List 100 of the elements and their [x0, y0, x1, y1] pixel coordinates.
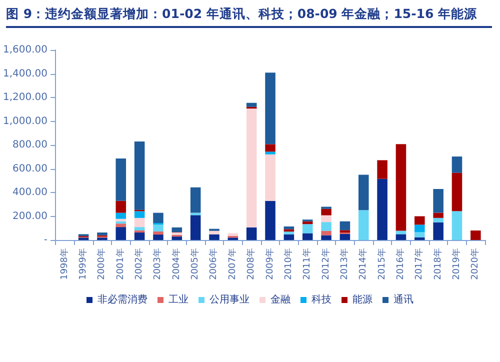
legend-label: 能源	[352, 294, 372, 306]
x-tick-label: 2013年	[338, 248, 350, 280]
bar	[377, 160, 388, 179]
bar	[396, 144, 406, 231]
bar	[321, 235, 332, 240]
bar	[134, 218, 145, 228]
bar	[265, 154, 276, 201]
bar	[265, 144, 276, 152]
bar	[116, 200, 126, 213]
bar	[116, 212, 126, 219]
x-tick-label: 2002年	[134, 248, 145, 280]
x-tick-label: 2016年	[394, 248, 406, 280]
x-tick-label: 2004年	[170, 248, 182, 280]
bar	[302, 224, 313, 234]
bar	[134, 211, 145, 218]
bar	[340, 230, 350, 233]
x-tick-label: 2018年	[432, 248, 444, 280]
legend-label: 通讯	[394, 294, 414, 306]
bar	[134, 227, 145, 230]
x-tick-label: 2003年	[152, 248, 164, 280]
bar	[116, 158, 126, 201]
bar	[246, 102, 257, 107]
bar	[265, 72, 276, 144]
bar	[414, 232, 425, 238]
x-tick-label: 2017年	[414, 248, 425, 280]
y-tick-label: 1,000.00	[3, 116, 48, 127]
legend-label: 金融	[270, 294, 290, 306]
bar	[228, 233, 238, 236]
bar	[321, 230, 332, 236]
bar	[396, 230, 406, 234]
bar	[116, 221, 126, 224]
bar	[172, 236, 182, 240]
bar	[153, 234, 164, 240]
bar	[452, 172, 462, 212]
bar	[433, 189, 444, 213]
x-tick-label: 2000年	[96, 248, 108, 280]
bar	[358, 174, 369, 210]
bar	[414, 224, 425, 232]
bar	[265, 200, 276, 240]
legend-label: 工业	[168, 294, 188, 306]
y-tick-label: 600.00	[12, 163, 48, 174]
x-tick-label: 2007年	[226, 248, 238, 280]
x-tick-label: 2012年	[320, 248, 332, 280]
bar	[284, 232, 294, 234]
x-tick-label: 2001年	[114, 248, 126, 280]
bar	[284, 234, 294, 240]
x-tick-label: 2008年	[246, 248, 257, 280]
bar	[134, 232, 145, 240]
bar	[153, 224, 164, 232]
y-tick-label: 1,200.00	[3, 92, 48, 103]
bar	[452, 156, 462, 173]
x-tick-label: 2009年	[264, 248, 276, 280]
bar	[116, 224, 126, 228]
bar	[452, 211, 462, 240]
bar	[209, 230, 220, 234]
bar	[433, 218, 444, 222]
x-tick-label: 2010年	[282, 248, 294, 280]
x-tick-label: 2014年	[358, 248, 369, 280]
bar	[321, 222, 332, 231]
bar	[265, 152, 276, 154]
legend-label: 科技	[312, 294, 332, 306]
bar	[116, 227, 126, 240]
chart-title: 图 9：违约金额显著增加：01-02 年通讯、科技；08-09 年金融；15-16 年能源	[6, 6, 492, 28]
legend-label: 非必需消费	[98, 294, 148, 306]
bar	[190, 187, 201, 213]
bar	[358, 210, 369, 240]
bar	[321, 215, 332, 222]
bar	[302, 233, 313, 240]
y-tick-label: 800.00	[12, 140, 48, 150]
x-tick-label: 2015年	[376, 248, 388, 280]
x-tick-label: 2011年	[302, 248, 313, 280]
bar	[433, 212, 444, 218]
bar	[414, 216, 425, 225]
y-tick-label: -	[44, 234, 48, 246]
bar	[377, 178, 388, 240]
x-tick-label: 2020年	[470, 248, 481, 280]
bar	[153, 231, 164, 235]
bar	[97, 232, 108, 236]
bar	[396, 234, 406, 240]
bar	[470, 230, 481, 240]
y-tick-label: 1,400.00	[3, 68, 48, 80]
x-tick-label: 2005年	[190, 248, 201, 280]
y-tick-label: 200.00	[12, 210, 48, 222]
bar	[246, 227, 257, 240]
bar	[414, 237, 425, 240]
y-tick-label: 1,600.00	[3, 44, 48, 56]
legend-label: 公用事业	[210, 294, 250, 306]
bar	[153, 212, 164, 224]
x-tick-label: 2006年	[208, 248, 220, 280]
x-tick-label: 2019年	[450, 248, 462, 280]
x-tick-label: 1999年	[78, 248, 89, 280]
bar	[134, 142, 145, 210]
y-tick-label: 400.00	[12, 187, 48, 198]
bar	[190, 215, 201, 240]
bar	[284, 229, 294, 232]
bar	[172, 227, 182, 232]
bar	[209, 234, 220, 240]
bar	[246, 108, 257, 228]
bar	[433, 222, 444, 240]
bar	[340, 221, 350, 230]
